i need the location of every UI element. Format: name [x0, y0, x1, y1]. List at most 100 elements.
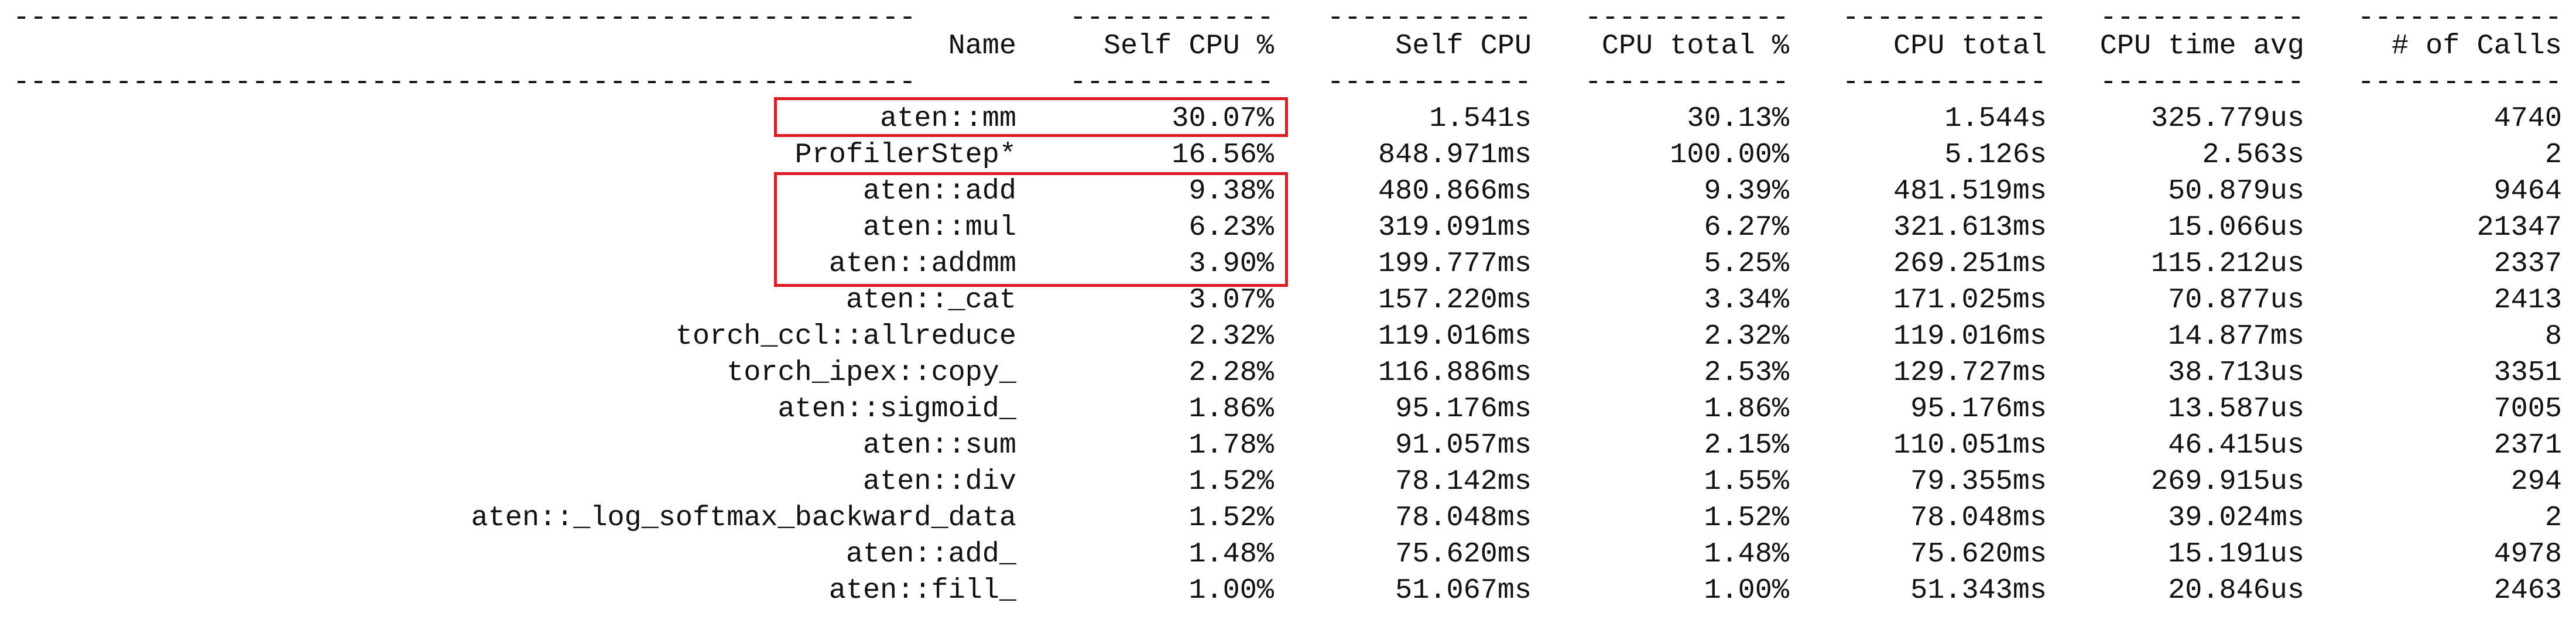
rule-col: ------------	[1584, 66, 1789, 98]
self-cpu-pct: 2.32%	[1188, 320, 1274, 352]
op-name: aten::add_	[845, 538, 1016, 570]
rule-col: ------------	[1327, 66, 1532, 98]
cpu-total: 129.727ms	[1893, 357, 2047, 389]
self-cpu-pct: 1.00%	[1188, 574, 1274, 607]
self-cpu-pct: 30.07%	[1171, 102, 1274, 135]
cpu-total-pct: 6.27%	[1704, 211, 1789, 244]
num-calls: 2	[2544, 502, 2562, 534]
op-name: torch_ccl::allreduce	[675, 320, 1016, 352]
cpu-total-pct: 2.15%	[1704, 429, 1789, 461]
op-name: aten::sigmoid_	[777, 393, 1016, 425]
cpu-time-avg: 70.877us	[2168, 284, 2304, 316]
op-name: aten::_cat	[845, 284, 1016, 316]
num-calls: 9464	[2493, 175, 2562, 207]
self-cpu: 91.057ms	[1395, 429, 1532, 461]
self-cpu-pct: 2.28%	[1188, 357, 1274, 389]
table-row: aten::add_ 1.48% 75.620ms 1.48% 75.620ms…	[0, 536, 2576, 573]
cpu-total: 95.176ms	[1910, 393, 2047, 425]
cpu-time-avg: 14.877ms	[2168, 320, 2304, 352]
top-rule: ------------ ------------ ------------ ----…	[0, 0, 2576, 36]
op-name: aten::mm	[880, 102, 1016, 135]
cpu-total: 5.126s	[1944, 139, 2047, 171]
num-calls: 2463	[2493, 574, 2562, 607]
self-cpu: 157.220ms	[1378, 284, 1532, 316]
table-row: aten::sum 1.78% 91.057ms 2.15% 110.051ms…	[0, 427, 2576, 464]
header-self-cpu-pct: Self CPU %	[1103, 30, 1274, 62]
cpu-time-avg: 15.191us	[2168, 538, 2304, 570]
cpu-total: 1.544s	[1944, 102, 2047, 135]
cpu-total-pct: 3.34%	[1704, 284, 1789, 316]
table-row: torch_ccl::allreduce 2.32% 119.016ms 2.3…	[0, 318, 2576, 355]
op-name: aten::add	[863, 175, 1016, 207]
cpu-total-pct: 9.39%	[1704, 175, 1789, 207]
cpu-time-avg: 50.879us	[2168, 175, 2304, 207]
op-name: torch_ipex::copy_	[727, 357, 1016, 389]
num-calls: 2	[2544, 139, 2562, 171]
rule-name: ----------------------------------------…	[13, 66, 916, 98]
num-calls: 2371	[2493, 429, 2562, 461]
rule-col: ------------	[1069, 2, 1274, 34]
table-row: aten::_cat 3.07% 157.220ms 3.34% 171.025…	[0, 282, 2576, 318]
cpu-time-avg: 20.846us	[2168, 574, 2304, 607]
num-calls: 8	[2544, 320, 2562, 352]
num-calls: 4978	[2493, 538, 2562, 570]
self-cpu-pct: 1.52%	[1188, 465, 1274, 498]
self-cpu-pct: 3.90%	[1188, 248, 1274, 280]
rule-col: ------------	[1327, 2, 1532, 34]
cpu-total: 78.048ms	[1910, 502, 2047, 534]
op-name: ProfilerStep*	[794, 139, 1016, 171]
rule-col: ------------	[2357, 2, 2562, 34]
rule-col: ------------	[1069, 66, 1274, 98]
self-cpu-pct: 1.48%	[1188, 538, 1274, 570]
header-row: Name Self CPU % Self CPU CPU total % CPU…	[0, 28, 2576, 64]
cpu-total-pct: 2.32%	[1704, 320, 1789, 352]
self-cpu: 116.886ms	[1378, 357, 1532, 389]
table-row: torch_ipex::copy_ 2.28% 116.886ms 2.53% …	[0, 355, 2576, 391]
table-row: ProfilerStep* 16.56% 848.971ms 100.00% 5…	[0, 137, 2576, 173]
rule-col: ------------	[1842, 2, 2047, 34]
cpu-time-avg: 115.212us	[2151, 248, 2304, 280]
cpu-total-pct: 1.48%	[1704, 538, 1789, 570]
op-name: aten::addmm	[828, 248, 1016, 280]
self-cpu: 1.541s	[1429, 102, 1532, 135]
rule-col: ------------	[2357, 66, 2562, 98]
cpu-time-avg: 325.779us	[2151, 102, 2304, 135]
cpu-time-avg: 269.915us	[2151, 465, 2304, 498]
table-row: aten::add 9.38% 480.866ms 9.39% 481.519m…	[0, 173, 2576, 210]
cpu-time-avg: 39.024ms	[2168, 502, 2304, 534]
self-cpu: 78.142ms	[1395, 465, 1532, 498]
self-cpu: 319.091ms	[1378, 211, 1532, 244]
cpu-total: 171.025ms	[1893, 284, 2047, 316]
rule-col: ------------	[1842, 66, 2047, 98]
cpu-time-avg: 15.066us	[2168, 211, 2304, 244]
num-calls: 2337	[2493, 248, 2562, 280]
cpu-total-pct: 30.13%	[1687, 102, 1789, 135]
rule-col: ------------	[2099, 2, 2304, 34]
self-cpu: 75.620ms	[1395, 538, 1532, 570]
op-name: aten::fill_	[828, 574, 1016, 607]
cpu-total-pct: 100.00%	[1670, 139, 1789, 171]
table-row: aten::mm 30.07% 1.541s 30.13% 1.544s 325…	[0, 101, 2576, 137]
self-cpu: 480.866ms	[1378, 175, 1532, 207]
cpu-time-avg: 13.587us	[2168, 393, 2304, 425]
self-cpu-pct: 6.23%	[1188, 211, 1274, 244]
table-row: aten::mul 6.23% 319.091ms 6.27% 321.613m…	[0, 210, 2576, 246]
op-name: aten::sum	[863, 429, 1016, 461]
cpu-total-pct: 1.86%	[1704, 393, 1789, 425]
table-row: aten::div 1.52% 78.142ms 1.55% 79.355ms …	[0, 464, 2576, 500]
self-cpu: 95.176ms	[1395, 393, 1532, 425]
cpu-total: 110.051ms	[1893, 429, 2047, 461]
num-calls: 2413	[2493, 284, 2562, 316]
header-cpu-time-avg: CPU time avg	[2099, 30, 2304, 62]
table-row: aten::fill_ 1.00% 51.067ms 1.00% 51.343m…	[0, 573, 2576, 609]
header-rule: ------------ ------------ ------------ ----…	[0, 64, 2576, 101]
cpu-total-pct: 2.53%	[1704, 357, 1789, 389]
header-cpu-total: CPU total	[1893, 30, 2047, 62]
cpu-time-avg: 46.415us	[2168, 429, 2304, 461]
cpu-total: 79.355ms	[1910, 465, 2047, 498]
self-cpu-pct: 9.38%	[1188, 175, 1274, 207]
table-row: aten::sigmoid_ 1.86% 95.176ms 1.86% 95.1…	[0, 391, 2576, 427]
cpu-total: 51.343ms	[1910, 574, 2047, 607]
self-cpu: 848.971ms	[1378, 139, 1532, 171]
self-cpu-pct: 1.86%	[1188, 393, 1274, 425]
